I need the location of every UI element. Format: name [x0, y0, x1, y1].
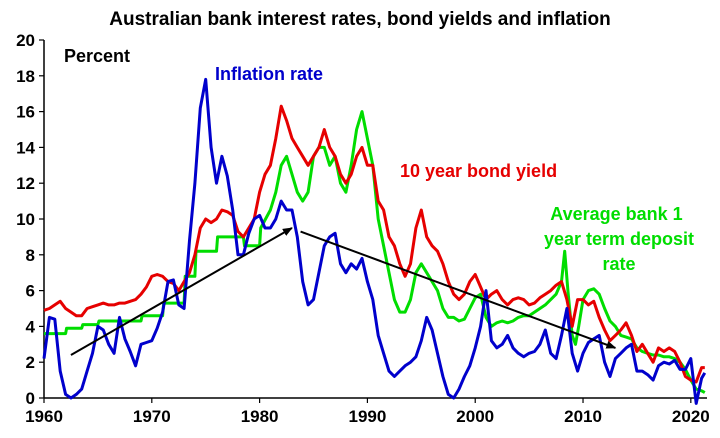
x-tick-label: 1960 [25, 407, 63, 426]
trend-arrow-1 [70, 227, 293, 356]
trend-arrow-2 [300, 230, 617, 349]
series-line-term-deposit [44, 110, 706, 394]
series-labels: Inflation rate 10 year bond yield Averag… [215, 64, 694, 274]
y-axis-label: Percent [64, 46, 130, 66]
y-tick-label: 6 [26, 282, 35, 301]
x-tick-label: 2010 [564, 407, 602, 426]
plot-area: 0 2 4 6 8 10 12 14 16 18 20 1960 1970 1980 1990 2000 201… [16, 31, 710, 426]
y-tick-label: 12 [16, 174, 35, 193]
x-tick-label: 1980 [241, 407, 279, 426]
y-tick-label: 18 [16, 67, 35, 86]
series-label-inflation: Inflation rate [215, 64, 323, 84]
series-label-term-deposit: Average bank 1 year term deposit rate [544, 204, 694, 274]
y-tick-label: 20 [16, 31, 35, 50]
y-tick-label: 14 [16, 138, 35, 157]
x-tick-label: 1990 [349, 407, 387, 426]
chart-title: Australian bank interest rates, bond yie… [109, 9, 611, 30]
series-line-inflation [42, 77, 707, 405]
y-tick-label: 8 [26, 246, 35, 265]
y-tick-label: 10 [16, 210, 35, 229]
y-tick-label: 16 [16, 103, 35, 122]
x-tick-label: 2020 [672, 407, 710, 426]
series-label-bond-yield: 10 year bond yield [400, 161, 557, 181]
y-tick-label: 4 [26, 317, 36, 336]
y-tick-label: 2 [26, 353, 35, 372]
x-tick-label: 1970 [133, 407, 171, 426]
series-line-bond-yield [43, 104, 705, 384]
y-tick-label: 0 [26, 389, 35, 408]
x-tick-label: 2000 [456, 407, 494, 426]
